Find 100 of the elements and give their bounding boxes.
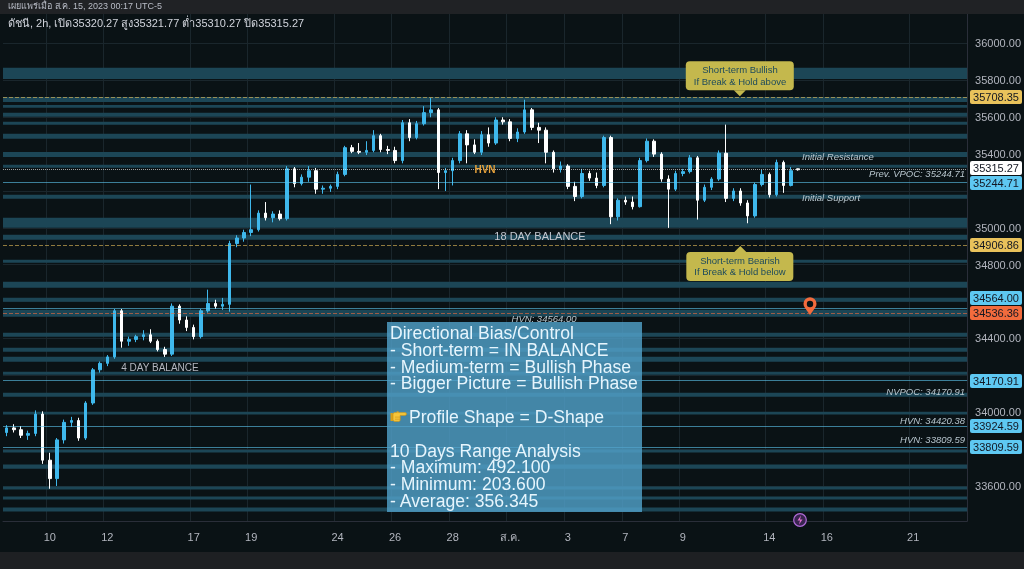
candlestick xyxy=(732,187,735,202)
candlestick xyxy=(523,99,526,135)
candlestick xyxy=(408,118,411,142)
candlestick xyxy=(401,119,404,164)
candlestick xyxy=(278,209,282,221)
candlestick xyxy=(580,168,584,199)
x-tick-label: 28 xyxy=(446,530,459,543)
candlestick xyxy=(739,187,742,207)
candlestick xyxy=(307,165,311,183)
candlestick xyxy=(48,452,52,490)
candlestick xyxy=(544,126,548,164)
y-tick-label: 35400.00 xyxy=(975,148,1022,161)
candlestick xyxy=(343,145,347,177)
candlestick xyxy=(329,184,332,193)
candlestick xyxy=(624,196,627,206)
annotation: HVN: 34420.38 xyxy=(900,414,965,427)
candlestick xyxy=(487,126,490,148)
annotation: NVPOC: 34170.91 xyxy=(886,385,965,398)
candlestick xyxy=(480,130,483,156)
candlestick xyxy=(185,315,188,332)
candlestick xyxy=(652,138,656,158)
candlestick xyxy=(710,176,713,191)
candlestick xyxy=(62,419,66,445)
annotation: Prev. VPOC: 35244.71 xyxy=(869,167,965,180)
candlestick xyxy=(34,409,37,437)
x-tick-label: 19 xyxy=(245,530,258,543)
candlestick xyxy=(372,129,375,153)
candlestick xyxy=(12,423,16,434)
x-tick-label: 9 xyxy=(679,530,686,543)
ref-line-label: 35315.27 xyxy=(970,160,1022,175)
candlestick xyxy=(242,229,246,243)
x-tick-label: 7 xyxy=(622,530,629,543)
x-tick-label: ส.ค. xyxy=(500,530,521,543)
annotation: Short-term Bearish If Break & Hold below xyxy=(686,252,794,281)
candlestick xyxy=(221,297,224,311)
candlestick xyxy=(595,172,598,189)
annotation: HVN: 33809.59 xyxy=(900,433,965,446)
candlestick xyxy=(257,209,260,233)
candlestick xyxy=(336,171,339,190)
ref-line-label: 35708.35 xyxy=(970,90,1022,105)
candlestick xyxy=(142,329,145,341)
ref-line-label: 33924.59 xyxy=(970,419,1022,434)
candlestick xyxy=(199,308,203,339)
candlestick xyxy=(293,166,296,188)
candlestick xyxy=(681,168,685,177)
candlestick xyxy=(156,338,159,352)
candlestick xyxy=(609,135,613,225)
candlestick xyxy=(768,172,771,198)
candlestick xyxy=(494,116,498,146)
candlestick xyxy=(746,199,749,224)
candlestick xyxy=(379,133,382,153)
text: เผยแพร่เมื่อ ส.ค. 15, 2023 00:17 UTC-5 xyxy=(8,1,163,12)
y-tick-label: 34000.00 xyxy=(975,406,1022,419)
annotation: HVN xyxy=(474,163,496,176)
candlestick xyxy=(552,149,555,174)
candlestick xyxy=(616,197,620,221)
y-tick-label: 35600.00 xyxy=(975,111,1022,124)
candlestick xyxy=(473,138,476,155)
candlestick xyxy=(163,346,167,358)
candlestick xyxy=(127,336,131,347)
candlestick xyxy=(214,299,217,310)
x-tick-label: 3 xyxy=(564,530,571,543)
candlestick xyxy=(631,196,634,210)
candlestick xyxy=(120,308,123,349)
candlestick xyxy=(192,324,195,340)
chart-title: ดัชนี, 2h, เปิด35320.27 สูง35321.77 ต่ำ35310.27 ปิด35315.27 xyxy=(8,14,305,30)
candlestick xyxy=(645,137,649,163)
candlestick xyxy=(149,328,152,344)
text: Directional Bias/Control - Short-term = IN BALANCE - Medium-term = Bullish Phase - Bigger Picture = Bullish Phase Profile Shape = D-Shape 10 Days Range Analysis - Maximum: 492.100 - Minimum: 203.600 - Average: 356.345 xyxy=(390,323,638,511)
candlestick xyxy=(451,157,454,186)
candlestick xyxy=(782,160,785,194)
candlestick xyxy=(170,302,174,357)
x-tick-label: 24 xyxy=(331,530,344,543)
x-tick-label: 16 xyxy=(820,530,833,543)
ref-line-label: 34170.91 xyxy=(970,373,1022,388)
candlestick xyxy=(688,154,692,174)
x-tick-label: 21 xyxy=(907,530,920,543)
ref-line-label: 33809.59 xyxy=(970,440,1022,455)
candlestick xyxy=(314,167,318,195)
candlestick xyxy=(350,144,354,154)
candlestick xyxy=(249,184,253,237)
candlestick xyxy=(228,240,231,313)
candlestick xyxy=(501,116,505,126)
candlestick xyxy=(760,169,764,187)
candlestick xyxy=(674,170,677,192)
candlestick xyxy=(559,160,562,174)
candlestick xyxy=(55,437,59,487)
candlestick xyxy=(365,140,368,156)
candlestick xyxy=(285,165,289,221)
candlestick xyxy=(178,303,181,325)
candlestick xyxy=(696,155,699,221)
candlestick xyxy=(113,308,116,360)
ref-line-label: 34906.86 xyxy=(970,238,1022,253)
annotation: Initial Support xyxy=(802,191,861,204)
candlestick xyxy=(41,410,44,465)
x-tick-label: 12 xyxy=(101,530,114,543)
y-tick-label: 36000.00 xyxy=(975,37,1022,50)
candlestick xyxy=(444,167,447,192)
annotation: 18 DAY BALANCE xyxy=(494,229,586,243)
candlestick xyxy=(415,120,418,140)
